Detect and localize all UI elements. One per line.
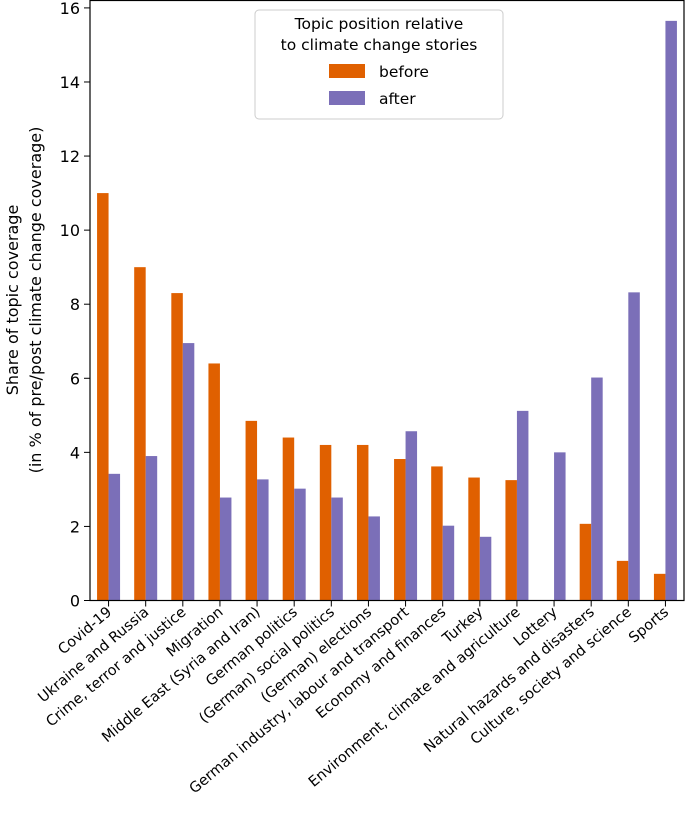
legend-swatch-after bbox=[329, 91, 365, 105]
bar-after-5 bbox=[294, 488, 306, 601]
bar-before-11 bbox=[505, 480, 517, 601]
legend-label-before: before bbox=[379, 63, 429, 81]
y-tick-label: 0 bbox=[70, 592, 80, 611]
bar-before-1 bbox=[134, 267, 146, 601]
legend-box bbox=[254, 9, 504, 120]
bar-after-15 bbox=[665, 20, 677, 601]
bar-after-8 bbox=[405, 431, 418, 601]
legend: Topic position relative to climate chang… bbox=[254, 9, 504, 120]
plot-frame bbox=[89, 0, 685, 602]
bar-before-8 bbox=[394, 459, 406, 601]
y-axis-label-line-1: Share of topic coverage bbox=[3, 205, 22, 396]
y-tick-label: 16 bbox=[60, 0, 80, 18]
legend-title-line-1: Topic position relative bbox=[294, 15, 464, 33]
legend-title-line-2: to climate change stories bbox=[281, 36, 478, 54]
bar-before-13 bbox=[579, 523, 592, 601]
y-tick-label: 8 bbox=[70, 295, 80, 314]
bar-after-1 bbox=[145, 456, 158, 601]
y-tick-label: 14 bbox=[60, 73, 80, 92]
bar-after-2 bbox=[182, 343, 195, 601]
bar-after-13 bbox=[591, 377, 603, 601]
y-tick-label: 12 bbox=[60, 147, 80, 166]
bar-after-14 bbox=[628, 292, 640, 601]
bar-before-7 bbox=[356, 444, 369, 601]
bar-after-9 bbox=[442, 525, 455, 601]
bar-before-3 bbox=[208, 363, 220, 601]
bar-before-5 bbox=[282, 437, 295, 601]
bar-after-3 bbox=[219, 497, 232, 601]
y-tick-label: 4 bbox=[70, 443, 80, 462]
bar-after-11 bbox=[516, 410, 529, 601]
legend-label-after: after bbox=[379, 90, 416, 108]
bar-before-4 bbox=[245, 420, 258, 601]
bar-after-12 bbox=[554, 452, 566, 601]
x-tick-label: Sports bbox=[626, 604, 672, 646]
bar-after-6 bbox=[331, 497, 343, 601]
bars-group bbox=[97, 20, 677, 601]
bar-before-10 bbox=[468, 477, 480, 601]
bar-after-7 bbox=[368, 516, 380, 601]
y-tick-label: 6 bbox=[70, 369, 80, 388]
y-tick-label: 10 bbox=[60, 221, 80, 240]
y-axis: 0 2 4 6 8 10 12 14 16 bbox=[60, 0, 90, 611]
bar-after-4 bbox=[257, 479, 269, 601]
bar-before-0 bbox=[97, 193, 109, 601]
y-axis-label-line-2: (in % of pre/post climate change coverag… bbox=[26, 127, 45, 474]
bar-after-0 bbox=[108, 473, 121, 601]
bar-before-14 bbox=[616, 560, 629, 601]
bar-before-2 bbox=[171, 293, 183, 601]
y-tick-label: 2 bbox=[70, 517, 80, 536]
bar-after-10 bbox=[479, 536, 492, 601]
bar-before-15 bbox=[653, 573, 666, 601]
legend-swatch-before bbox=[329, 64, 365, 78]
bar-before-6 bbox=[319, 444, 332, 601]
bar-before-9 bbox=[431, 466, 443, 601]
